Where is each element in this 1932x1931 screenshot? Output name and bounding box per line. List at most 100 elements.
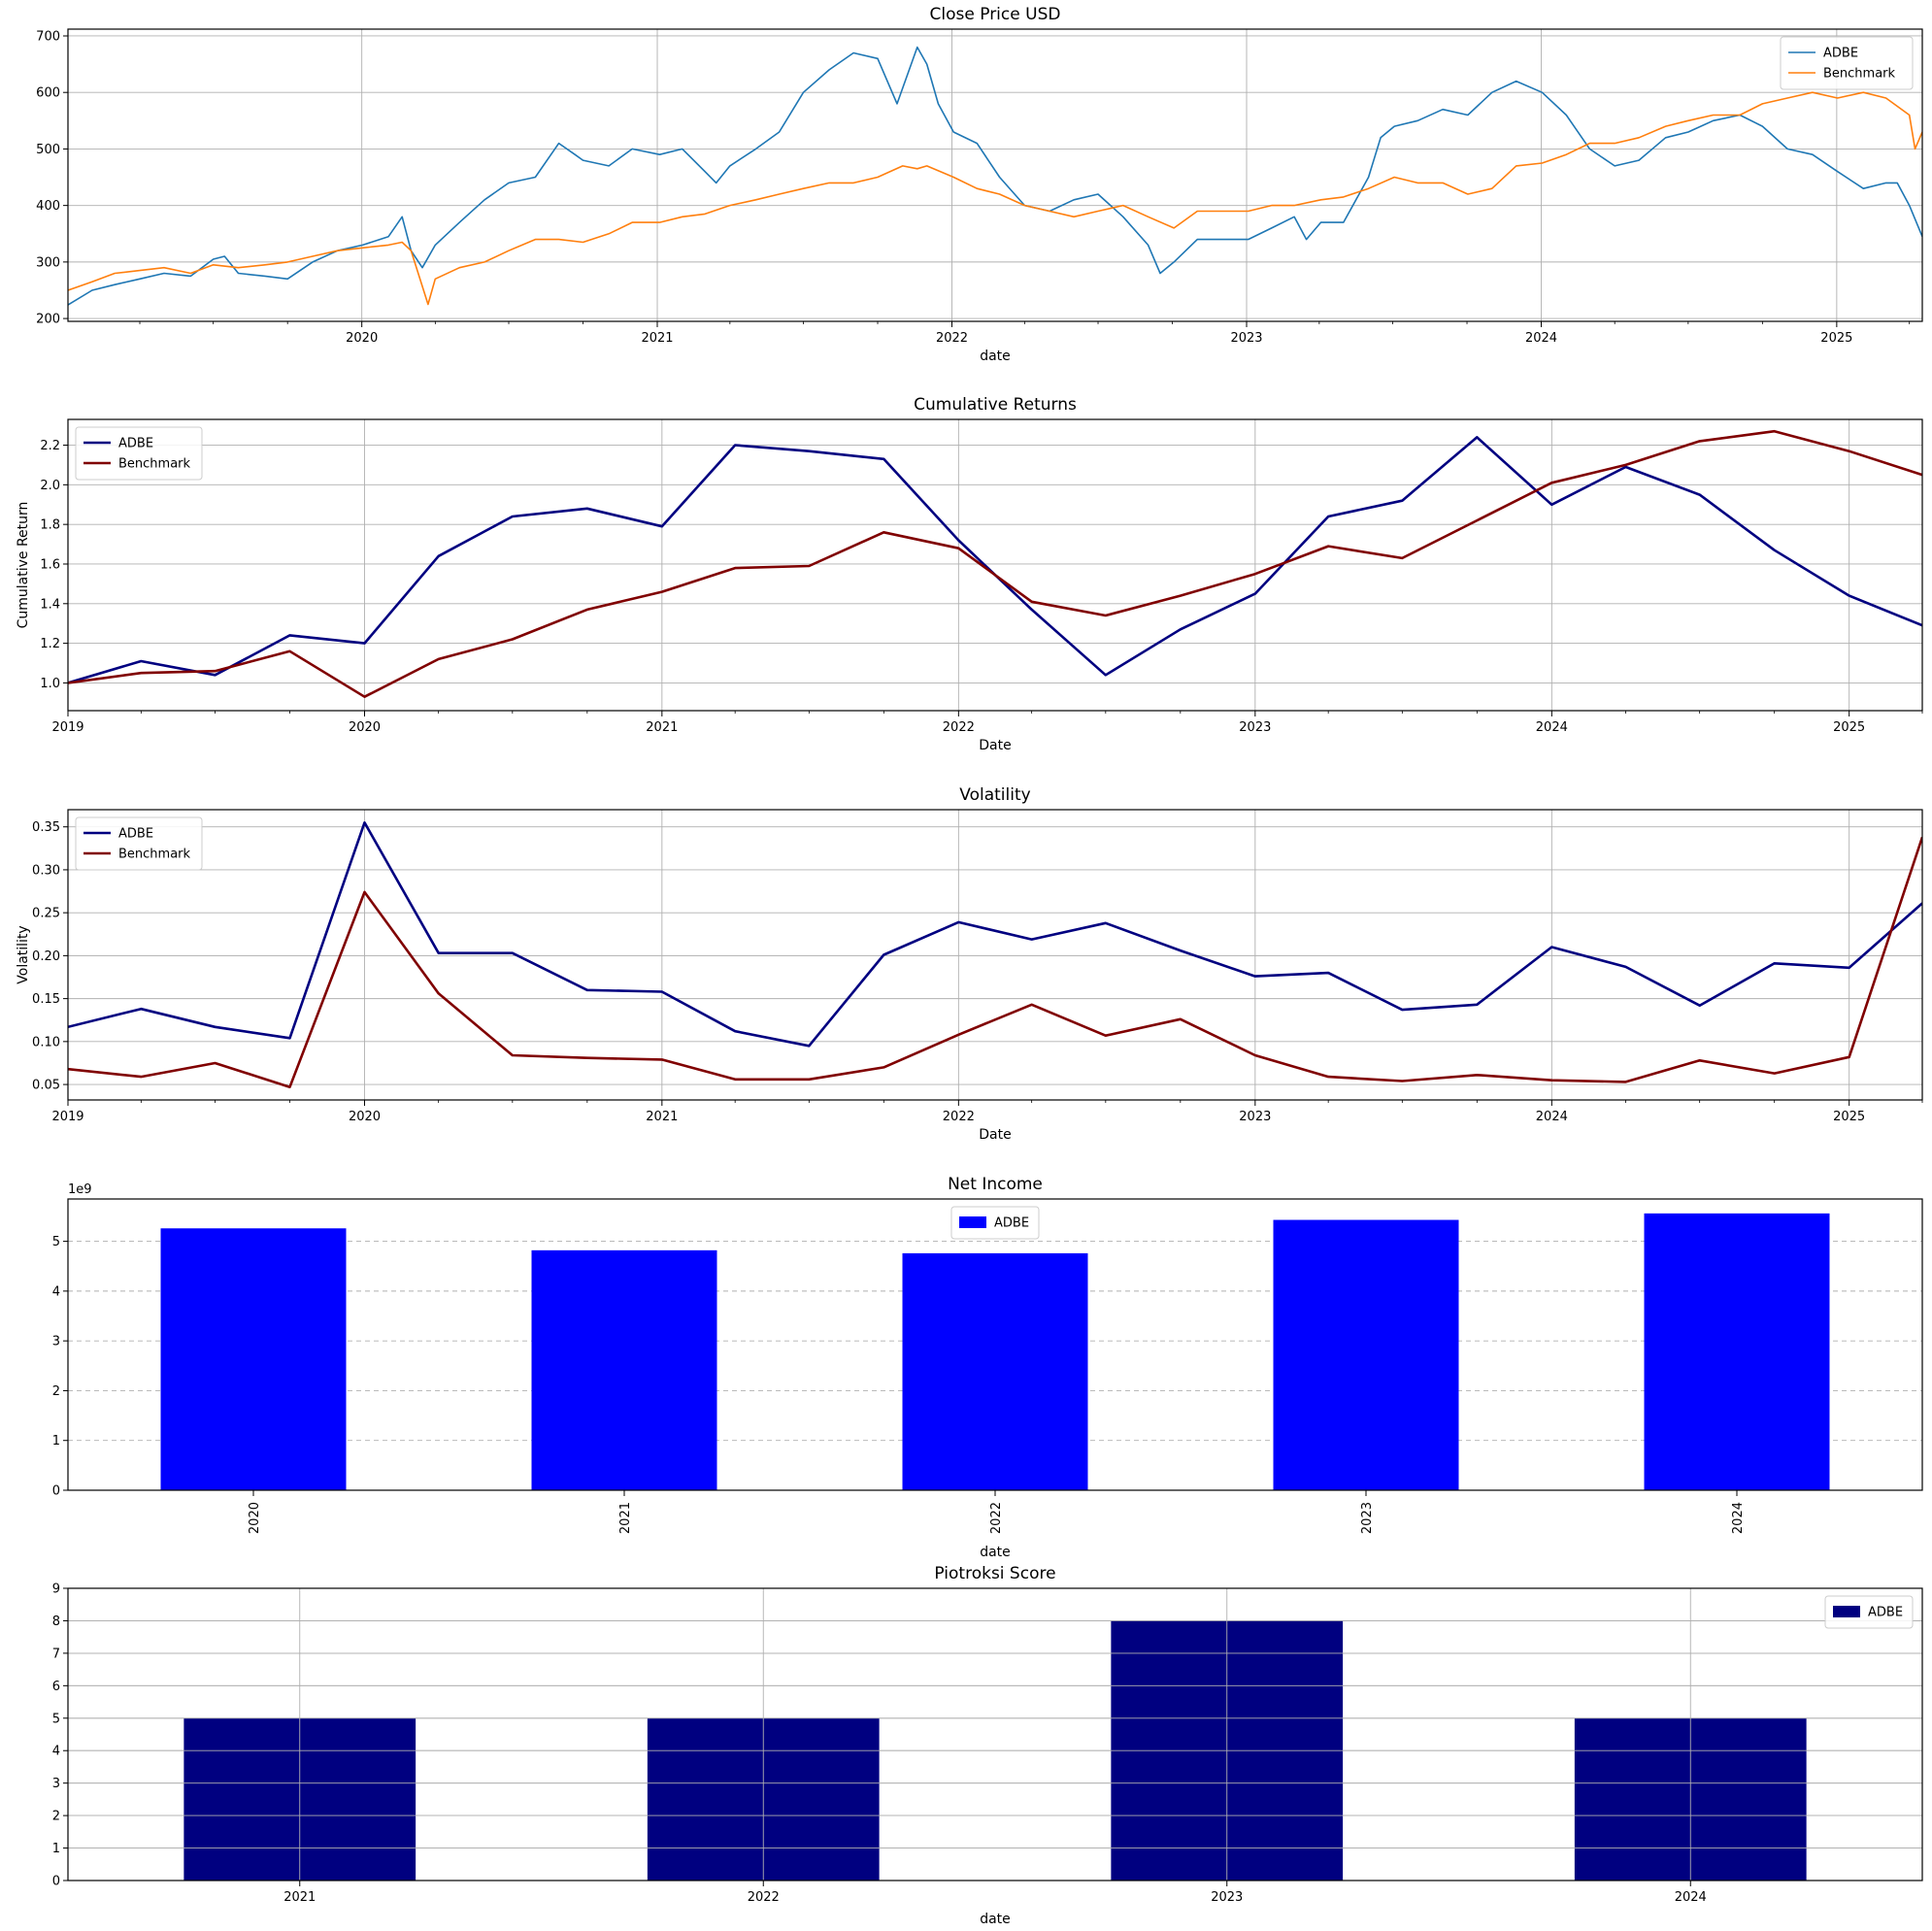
y-tick-label: 1.6 bbox=[40, 557, 60, 572]
piotroski-frame bbox=[67, 1587, 1923, 1881]
legend-label: ADBE bbox=[1823, 47, 1858, 61]
y-tick-label: 4 bbox=[52, 1745, 60, 1759]
y-tick-label: 600 bbox=[36, 86, 60, 101]
x-tick-label: 2024 bbox=[1536, 1110, 1568, 1124]
y-tick-label: 200 bbox=[36, 313, 60, 327]
legend-box bbox=[75, 816, 203, 871]
volatility-frame bbox=[67, 809, 1923, 1101]
x-axis-label: Date bbox=[979, 1127, 1011, 1143]
y-tick-label: 5 bbox=[52, 1235, 60, 1249]
y-tick-label: 1 bbox=[52, 1842, 60, 1856]
y-tick-label: 1.8 bbox=[40, 518, 60, 533]
cumulative-returns-frame bbox=[67, 418, 1923, 712]
y-tick-label: 7 bbox=[52, 1647, 60, 1661]
y-tick-label: 0.25 bbox=[32, 907, 60, 921]
net-income-frame bbox=[67, 1198, 1923, 1491]
y-offset-text: 1e9 bbox=[68, 1182, 92, 1197]
legend-label: ADBE bbox=[1868, 1606, 1903, 1620]
legend-label: Benchmark bbox=[118, 457, 191, 472]
bar bbox=[1644, 1213, 1830, 1490]
x-tick-label: 2024 bbox=[1525, 331, 1557, 346]
x-tick-label: 2020 bbox=[248, 1502, 262, 1534]
y-tick-label: 9 bbox=[52, 1582, 60, 1597]
piotroski-chart: 0 1 2 3 4 5 6 7 8 9 2021 2022 2023 2024 Piotroksi Scor… bbox=[52, 1564, 1923, 1927]
legend-box bbox=[75, 426, 203, 481]
y-tick-label: 0 bbox=[52, 1484, 60, 1499]
y-tick-label: 4 bbox=[52, 1284, 60, 1299]
x-tick-label: 2019 bbox=[51, 720, 83, 735]
x-tick-label: 2019 bbox=[51, 1110, 83, 1124]
y-tick-label: 500 bbox=[36, 143, 60, 157]
x-tick-label: 2020 bbox=[346, 331, 378, 346]
y-tick-label: 400 bbox=[36, 199, 60, 214]
legend-label: ADBE bbox=[994, 1216, 1029, 1231]
y-tick-label: 8 bbox=[52, 1615, 60, 1629]
x-tick-label: 2022 bbox=[748, 1890, 780, 1905]
y-tick-label: 0.20 bbox=[32, 949, 60, 964]
chart-title: Close Price USD bbox=[930, 5, 1061, 24]
x-tick-label: 2021 bbox=[618, 1502, 633, 1534]
x-tick-label: 2025 bbox=[1820, 331, 1852, 346]
x-tick-label: 2021 bbox=[283, 1890, 316, 1905]
x-tick-label: 2024 bbox=[1731, 1502, 1746, 1534]
y-axis-label: Volatility bbox=[16, 925, 31, 983]
chart-title: Volatility bbox=[959, 785, 1030, 805]
x-tick-label: 2024 bbox=[1675, 1890, 1707, 1905]
legend-label: ADBE bbox=[118, 437, 153, 451]
close-price-chart: 200 300 400 500 600 700 2020 2021 2022 2023 2024 20… bbox=[36, 5, 1923, 364]
y-tick-label: 0.15 bbox=[32, 992, 60, 1007]
x-tick-label: 2023 bbox=[1211, 1890, 1243, 1905]
y-tick-label: 2 bbox=[52, 1810, 60, 1824]
bar bbox=[1273, 1219, 1459, 1490]
x-tick-label: 2022 bbox=[943, 1110, 975, 1124]
y-tick-label: 1.2 bbox=[40, 637, 60, 651]
chart-title: Net Income bbox=[948, 1175, 1043, 1194]
y-tick-label: 0 bbox=[52, 1875, 60, 1889]
chart-title: Piotroksi Score bbox=[934, 1564, 1055, 1583]
y-tick-label: 2.0 bbox=[40, 479, 60, 493]
y-tick-label: 1 bbox=[52, 1434, 60, 1448]
y-tick-label: 0.30 bbox=[32, 863, 60, 878]
x-tick-label: 2023 bbox=[1239, 720, 1271, 735]
y-tick-label: 2.2 bbox=[40, 439, 60, 453]
legend-label: Benchmark bbox=[1823, 67, 1896, 82]
bar bbox=[902, 1252, 1088, 1490]
x-tick-label: 2025 bbox=[1833, 1110, 1865, 1124]
y-tick-label: 0.05 bbox=[32, 1079, 60, 1093]
y-tick-label: 0.10 bbox=[32, 1035, 60, 1049]
bar bbox=[160, 1228, 347, 1490]
y-axis-label: Cumulative Return bbox=[16, 502, 31, 629]
series-line bbox=[68, 46, 1922, 306]
bar bbox=[531, 1249, 717, 1490]
legend-label: ADBE bbox=[118, 827, 153, 842]
x-axis-label: Date bbox=[979, 738, 1011, 753]
y-tick-label: 1.4 bbox=[40, 597, 60, 612]
x-tick-label: 2022 bbox=[936, 331, 968, 346]
x-tick-label: 2020 bbox=[349, 1110, 381, 1124]
legend-label: Benchmark bbox=[118, 848, 191, 862]
y-tick-label: 1.0 bbox=[40, 677, 60, 691]
x-tick-label: 2021 bbox=[646, 720, 678, 735]
x-tick-label: 2024 bbox=[1536, 720, 1568, 735]
y-tick-label: 0.35 bbox=[32, 820, 60, 835]
series-line bbox=[68, 91, 1922, 306]
x-tick-label: 2021 bbox=[641, 331, 673, 346]
x-tick-label: 2022 bbox=[989, 1502, 1004, 1534]
x-axis-label: date bbox=[980, 1912, 1011, 1927]
legend-box bbox=[1824, 1595, 1914, 1629]
y-tick-label: 300 bbox=[36, 255, 60, 270]
x-tick-label: 2020 bbox=[349, 720, 381, 735]
volatility-chart: 0.05 0.10 0.15 0.20 0.25 0.30 0.35 2019 2020 2021… bbox=[16, 785, 1923, 1143]
series-line bbox=[68, 429, 1922, 699]
x-axis-label: date bbox=[980, 349, 1011, 364]
x-tick-label: 2021 bbox=[646, 1110, 678, 1124]
series-line bbox=[68, 836, 1922, 1088]
close-price-frame bbox=[67, 28, 1923, 322]
y-tick-label: 5 bbox=[52, 1712, 60, 1726]
chart-title: Cumulative Returns bbox=[914, 395, 1077, 415]
y-tick-label: 2 bbox=[52, 1384, 60, 1399]
y-tick-label: 3 bbox=[52, 1777, 60, 1791]
cumulative-returns-chart: 1.0 1.2 1.4 1.6 1.8 2.0 2.2 2019 2020 2021 2022 202… bbox=[16, 395, 1923, 753]
x-tick-label: 2023 bbox=[1239, 1110, 1271, 1124]
